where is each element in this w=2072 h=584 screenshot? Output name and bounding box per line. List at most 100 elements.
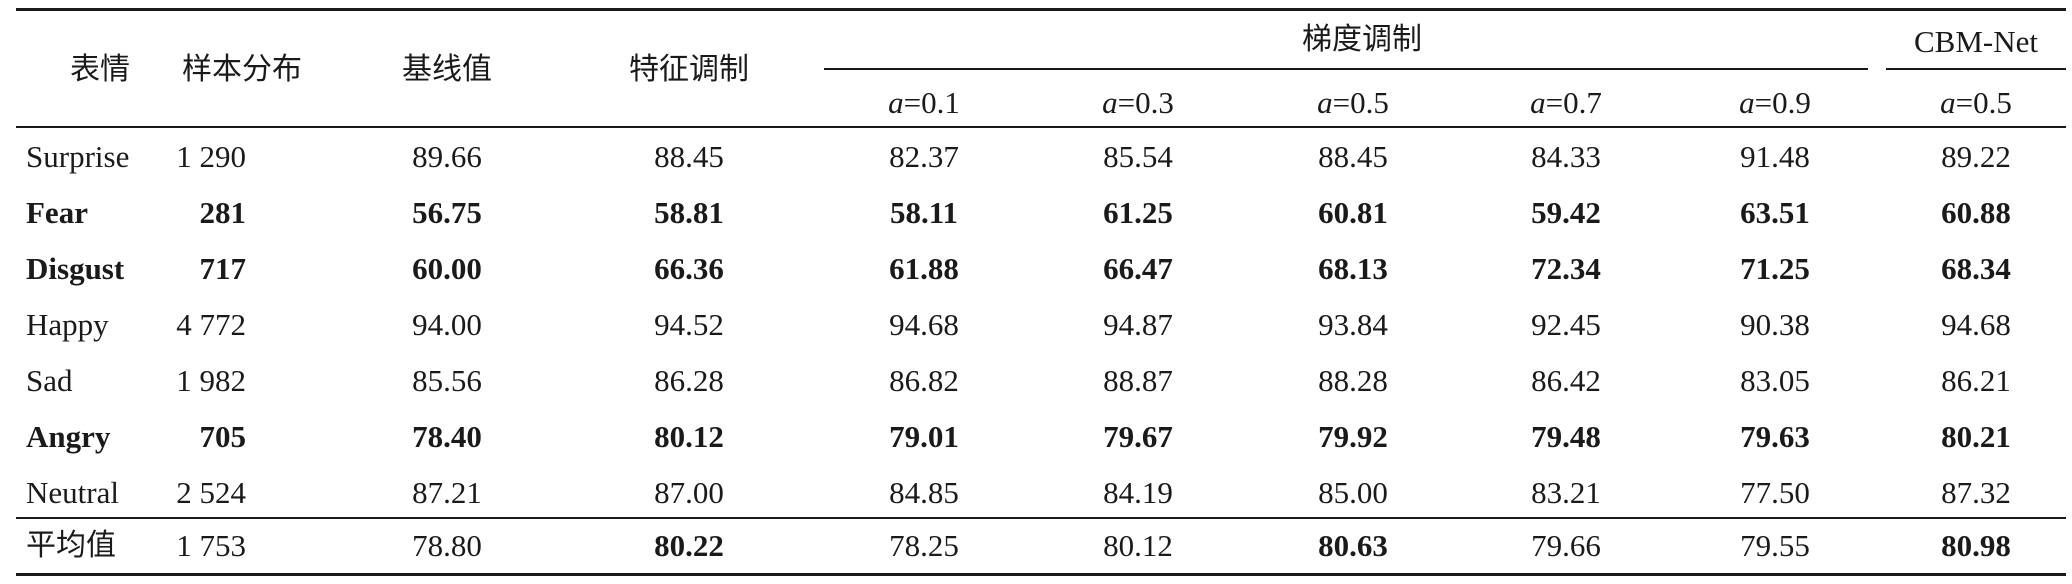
alpha-symbol: a [1739,85,1755,120]
cell-baseline: 85.56 [412,363,482,398]
header-cbm-net: CBM-Net [1914,24,2038,59]
cell-grad-a03: 61.25 [1103,195,1173,230]
header-feature-modulation: 特征调制 [629,52,749,87]
cell-emotion: Neutral [26,475,119,510]
cell-samples: 281 [199,195,247,230]
alpha-value: =0.9 [1754,85,1811,120]
cell-grad-a03: 79.67 [1103,419,1173,454]
cell-grad-a03: 84.19 [1103,475,1173,510]
header-alpha-2: a=0.5 [1317,87,1389,118]
cell-cbm-net: 68.34 [1941,251,2011,286]
cell-cbm-net: 89.22 [1941,139,2011,174]
cell-cbm-net: 94.68 [1941,307,2011,342]
cell-baseline: 87.21 [412,475,482,510]
cell-grad-a09: 79.63 [1740,419,1810,454]
header-samples: 样本分布 [182,52,302,87]
cell-grad-a07: 79.66 [1531,528,1601,563]
cell-samples: 2 524 [176,475,246,510]
cell-baseline: 78.40 [412,419,482,454]
cell-grad-a07: 86.42 [1531,363,1601,398]
cell-baseline: 60.00 [412,251,482,286]
header-alpha-3: a=0.7 [1530,87,1602,118]
cell-emotion: Disgust [26,251,125,286]
cell-feature-mod: 87.00 [654,475,724,510]
cell-cbm-net: 86.21 [1941,363,2011,398]
cell-grad-a09: 79.55 [1740,528,1810,563]
cell-grad-a03: 94.87 [1103,307,1173,342]
cell-cbm-net: 80.98 [1941,528,2011,563]
cell-feature-mod: 80.12 [654,419,724,454]
header-bottom-rule [16,126,2066,128]
cell-cbm-net: 87.32 [1941,475,2011,510]
cell-emotion: 平均值 [26,528,116,563]
cell-samples: 705 [199,419,247,454]
cell-samples: 1 982 [176,363,246,398]
cell-feature-mod: 58.81 [654,195,724,230]
cell-grad-a01: 78.25 [889,528,959,563]
cell-grad-a05: 80.63 [1318,528,1388,563]
table-row: Disgust 717 60.00 66.36 61.88 66.47 68.13 72.34… [16,253,2066,293]
cell-grad-a07: 72.34 [1531,251,1601,286]
cell-grad-a07: 59.42 [1531,195,1601,230]
cell-emotion: Sad [26,363,73,398]
cell-grad-a01: 84.85 [889,475,959,510]
top-rule [16,8,2066,11]
alpha-value: =0.5 [1332,85,1389,120]
table-row: Neutral 2 524 87.21 87.00 84.85 84.19 85.00 83.… [16,477,2066,517]
header-alpha-0: a=0.1 [888,87,960,118]
header-cbm-alpha: a=0.5 [1940,87,2012,118]
cell-emotion: Angry [26,419,111,454]
average-row: 平均值 1 753 78.80 80.22 78.25 80.12 80.63 79.66 79… [16,530,2066,570]
cell-feature-mod: 80.22 [654,528,724,563]
cell-grad-a01: 79.01 [889,419,959,454]
cell-grad-a03: 88.87 [1103,363,1173,398]
cell-cbm-net: 60.88 [1941,195,2011,230]
cell-samples: 717 [199,251,247,286]
cell-feature-mod: 88.45 [654,139,724,174]
cell-grad-a09: 91.48 [1740,139,1810,174]
cbm-group-rule [1886,68,2066,70]
table-row: Sad 1 982 85.56 86.28 86.82 88.87 88.28 86.42 83… [16,365,2066,405]
cell-grad-a01: 94.68 [889,307,959,342]
table-row: Fear 281 56.75 58.81 58.11 61.25 60.81 59.42 63.… [16,197,2066,237]
header-alpha-1: a=0.3 [1102,87,1174,118]
cell-grad-a09: 63.51 [1740,195,1810,230]
cell-emotion: Happy [26,307,109,342]
cell-emotion: Surprise [26,139,130,174]
cell-grad-a05: 60.81 [1318,195,1388,230]
cell-baseline: 89.66 [412,139,482,174]
cell-grad-a09: 77.50 [1740,475,1810,510]
cell-cbm-net: 80.21 [1941,419,2011,454]
header-gradient-modulation: 梯度调制 [1302,22,1422,57]
cell-baseline: 56.75 [412,195,482,230]
cell-grad-a09: 90.38 [1740,307,1810,342]
cell-grad-a01: 82.37 [889,139,959,174]
cell-grad-a07: 84.33 [1531,139,1601,174]
alpha-symbol: a [1940,85,1956,120]
cell-grad-a05: 79.92 [1318,419,1388,454]
alpha-value: =0.3 [1117,85,1174,120]
cell-grad-a05: 88.28 [1318,363,1388,398]
cell-grad-a07: 83.21 [1531,475,1601,510]
cell-grad-a03: 66.47 [1103,251,1173,286]
table-row: Surprise 1 290 89.66 88.45 82.37 85.54 88.45 84… [16,141,2066,181]
results-table: 表情 样本分布 基线值 特征调制 梯度调制 CBM-Net a=0.1 a=0.… [16,8,2066,576]
cell-feature-mod: 94.52 [654,307,724,342]
alpha-symbol: a [1102,85,1118,120]
alpha-value: =0.7 [1545,85,1602,120]
header-emotion: 表情 [70,52,130,87]
cell-grad-a07: 79.48 [1531,419,1601,454]
alpha-value: =0.1 [903,85,960,120]
cell-grad-a05: 85.00 [1318,475,1388,510]
alpha-symbol: a [888,85,904,120]
cell-feature-mod: 66.36 [654,251,724,286]
average-top-rule [16,517,2066,519]
cell-grad-a03: 80.12 [1103,528,1173,563]
cell-emotion: Fear [26,195,88,230]
table-row: Happy 4 772 94.00 94.52 94.68 94.87 93.84 92.45… [16,309,2066,349]
cell-grad-a05: 88.45 [1318,139,1388,174]
bottom-rule [16,573,2066,576]
cell-samples: 1 753 [176,528,246,563]
cell-grad-a03: 85.54 [1103,139,1173,174]
cell-samples: 4 772 [176,307,246,342]
